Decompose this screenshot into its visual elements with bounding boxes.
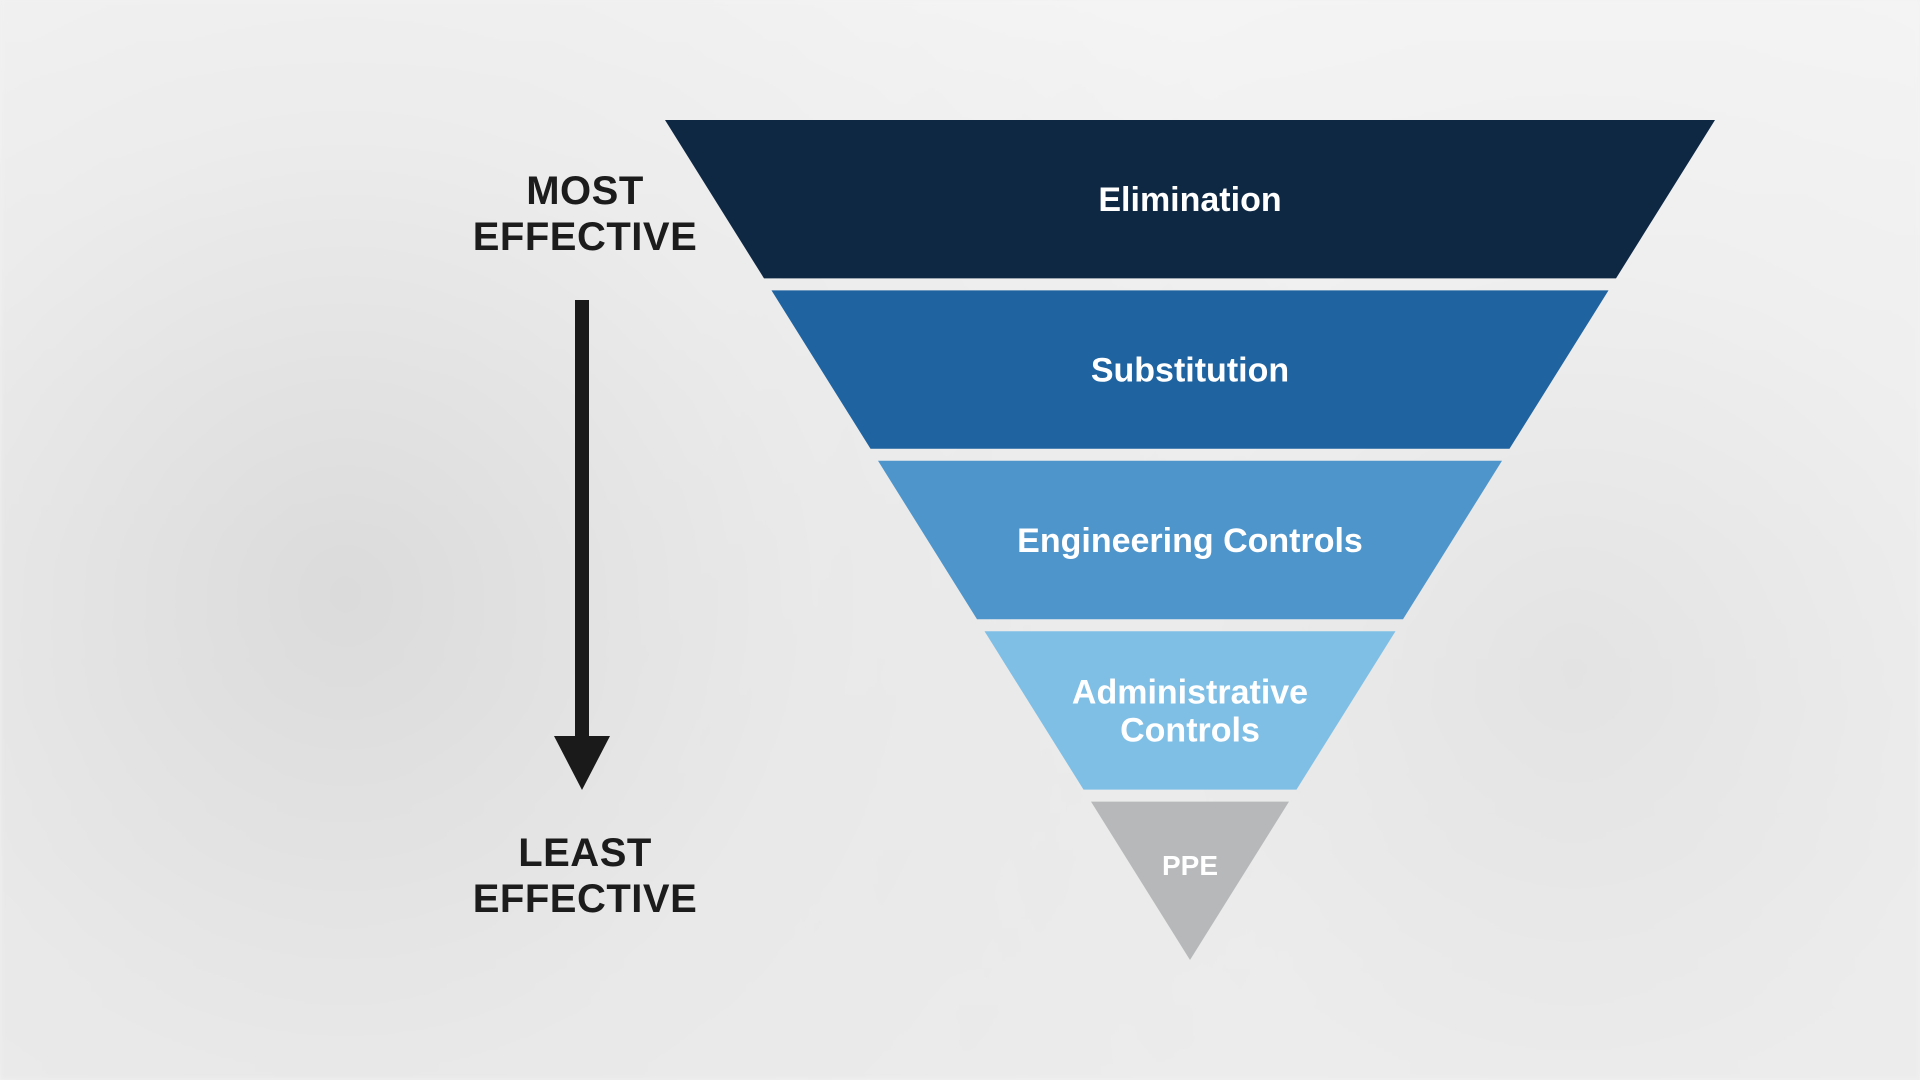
tier-4-label-0: PPE [1162,850,1218,881]
arrow-head [554,736,610,790]
tier-4 [1091,802,1289,960]
arrow-shaft [575,300,589,736]
tier-3-label-0: Administrative [1072,673,1308,711]
tier-3-label-1: Controls [1120,711,1260,749]
tier-2-label-0: Engineering Controls [1017,522,1363,560]
most-effective-label: MOSTEFFECTIVE [460,168,710,260]
tier-0-label-0: Elimination [1098,181,1281,219]
diagram-svg: Elimination Substitution Engineering Contr… [0,0,1920,1080]
tier-1-label-0: Substitution [1091,352,1289,390]
least-effective-label: LEASTEFFECTIVE [460,830,710,922]
hierarchy-of-controls-diagram: MOSTEFFECTIVE LEASTEFFECTIVE Elimination… [0,0,1920,1080]
